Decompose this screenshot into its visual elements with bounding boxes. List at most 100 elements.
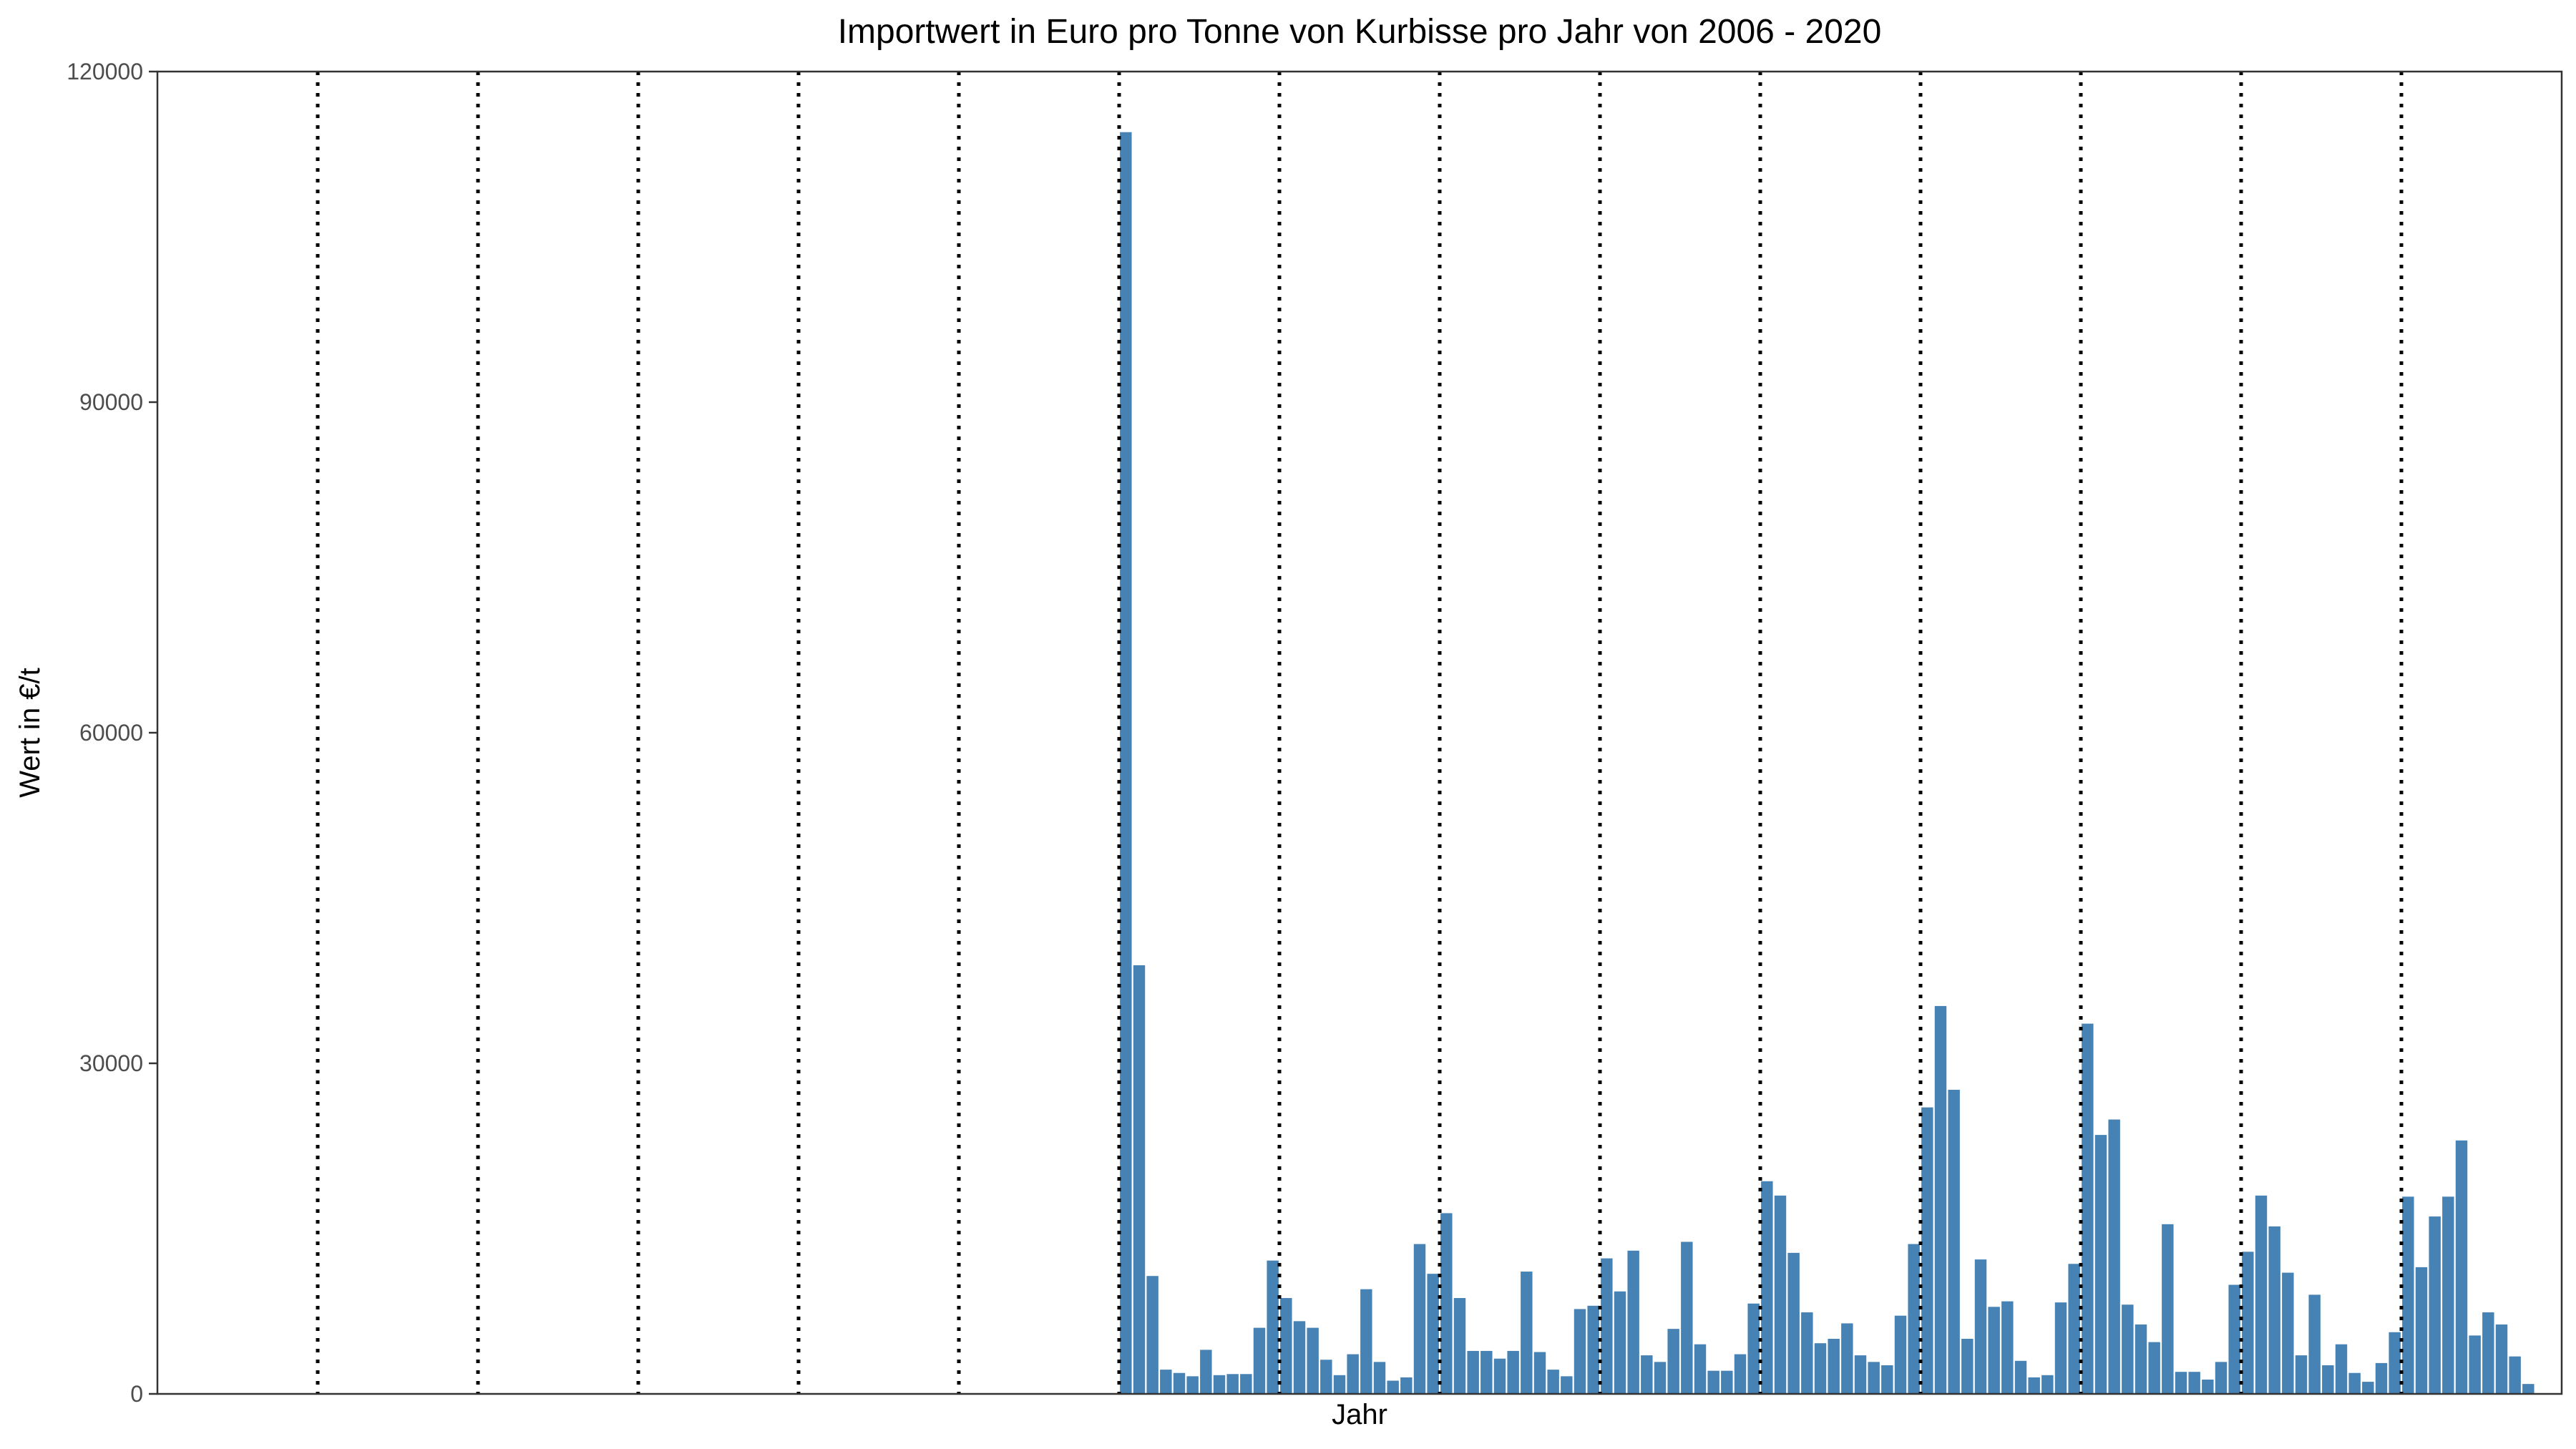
bar-97 <box>1453 1298 1466 1394</box>
bar-120 <box>1761 1181 1773 1394</box>
bar-77 <box>1186 1376 1199 1394</box>
bar-119 <box>1747 1303 1760 1394</box>
bar-136 <box>1974 1259 1987 1394</box>
bar-137 <box>1988 1307 2000 1394</box>
y-tick-label-4: 120000 <box>67 59 143 84</box>
bar-156 <box>2242 1252 2254 1394</box>
y-axis: 0 30000 60000 90000 120000 <box>67 59 157 1407</box>
bar-72 <box>1120 132 1132 1395</box>
bar-131 <box>1908 1244 1920 1394</box>
bar-139 <box>2014 1360 2027 1394</box>
bar-84 <box>1280 1298 1292 1394</box>
bar-134 <box>1948 1089 1960 1394</box>
bar-110 <box>1627 1250 1639 1394</box>
bar-88 <box>1333 1375 1346 1394</box>
bar-143 <box>2068 1264 2080 1394</box>
bar-174 <box>2482 1312 2494 1394</box>
bar-124 <box>1814 1343 1827 1394</box>
bar-127 <box>1854 1355 1867 1394</box>
bar-147 <box>2122 1304 2134 1394</box>
bar-150 <box>2162 1224 2174 1394</box>
bar-122 <box>1787 1252 1800 1394</box>
bar-158 <box>2268 1226 2280 1394</box>
bar-153 <box>2202 1379 2214 1394</box>
bar-85 <box>1293 1321 1306 1394</box>
bar-177 <box>2522 1384 2534 1394</box>
bar-133 <box>1934 1005 1947 1394</box>
bar-82 <box>1253 1327 1266 1394</box>
bar-89 <box>1347 1354 1359 1394</box>
bar-172 <box>2455 1140 2468 1394</box>
bar-126 <box>1841 1323 1853 1394</box>
bar-78 <box>1200 1350 1212 1394</box>
bar-87 <box>1320 1360 1332 1394</box>
bar-144 <box>2082 1023 2094 1394</box>
bar-152 <box>2188 1372 2200 1394</box>
bar-167 <box>2389 1332 2401 1394</box>
bar-162 <box>2322 1365 2334 1394</box>
bar-142 <box>2054 1302 2067 1394</box>
bar-101 <box>1507 1350 1519 1394</box>
bar-169 <box>2415 1267 2428 1394</box>
bar-112 <box>1654 1362 1667 1394</box>
bar-75 <box>1160 1370 1172 1394</box>
bar-79 <box>1213 1375 1226 1394</box>
y-axis-title: Wert in €/t <box>14 668 46 798</box>
bar-154 <box>2215 1362 2228 1394</box>
bar-132 <box>1921 1107 1933 1394</box>
bar-125 <box>1828 1339 1840 1394</box>
bar-161 <box>2308 1294 2321 1394</box>
bar-115 <box>1694 1344 1707 1394</box>
bar-108 <box>1601 1258 1613 1394</box>
bar-76 <box>1173 1372 1186 1394</box>
bar-160 <box>2295 1355 2308 1394</box>
bar-90 <box>1360 1289 1372 1394</box>
bar-155 <box>2228 1284 2240 1394</box>
bar-165 <box>2362 1382 2374 1394</box>
bar-100 <box>1493 1358 1506 1394</box>
bar-130 <box>1894 1315 1907 1394</box>
bar-117 <box>1721 1370 1733 1394</box>
bar-107 <box>1587 1305 1599 1394</box>
bar-93 <box>1400 1377 1413 1394</box>
bar-129 <box>1881 1365 1893 1394</box>
bar-102 <box>1521 1272 1533 1394</box>
bar-73 <box>1133 965 1146 1394</box>
bar-146 <box>2108 1119 2120 1394</box>
bar-151 <box>2175 1372 2187 1394</box>
bar-74 <box>1146 1276 1158 1394</box>
bar-168 <box>2402 1196 2414 1394</box>
bar-96 <box>1440 1213 1453 1394</box>
bar-98 <box>1467 1350 1479 1394</box>
bar-149 <box>2148 1342 2160 1394</box>
bar-163 <box>2335 1344 2348 1394</box>
bar-170 <box>2429 1216 2441 1394</box>
bar-114 <box>1681 1241 1693 1394</box>
bar-159 <box>2282 1272 2294 1394</box>
bar-123 <box>1801 1312 1813 1394</box>
bars-group <box>1120 132 2534 1395</box>
bar-118 <box>1734 1354 1747 1394</box>
bar-103 <box>1533 1352 1546 1394</box>
bar-145 <box>2094 1135 2107 1394</box>
bar-113 <box>1667 1329 1679 1394</box>
x-axis-title: Jahr <box>1332 1399 1387 1430</box>
plot-panel <box>156 70 2563 1395</box>
bar-83 <box>1267 1260 1279 1394</box>
bar-166 <box>2375 1362 2388 1394</box>
y-tick-label-0: 0 <box>130 1381 143 1407</box>
bar-92 <box>1387 1380 1399 1394</box>
y-tick-label-1: 30000 <box>79 1050 143 1076</box>
bar-111 <box>1641 1355 1653 1394</box>
bar-121 <box>1774 1195 1787 1394</box>
bar-164 <box>2348 1372 2361 1394</box>
bar-105 <box>1561 1376 1573 1394</box>
bar-106 <box>1574 1309 1586 1394</box>
bar-99 <box>1480 1350 1493 1394</box>
bar-109 <box>1614 1291 1626 1394</box>
bar-138 <box>2001 1301 2014 1394</box>
bar-104 <box>1547 1370 1559 1394</box>
bar-176 <box>2509 1356 2521 1394</box>
bar-175 <box>2495 1324 2508 1394</box>
